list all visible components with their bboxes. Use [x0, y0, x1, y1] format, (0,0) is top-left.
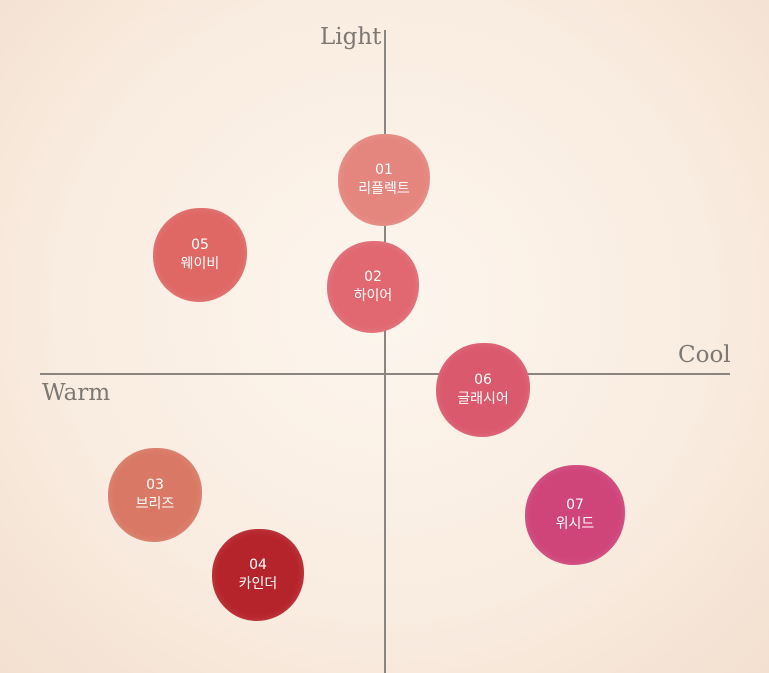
shade-swatch: 02 하이어: [327, 241, 419, 333]
shade-number: 04: [249, 557, 267, 573]
shade-label: 리플렉트: [358, 181, 410, 197]
axis-label-right: Cool: [678, 342, 731, 368]
shade-number: 03: [146, 477, 164, 493]
shade-label: 카인더: [238, 576, 278, 592]
shade-swatch: 06 글래시어: [436, 343, 530, 437]
shade-number: 05: [191, 237, 209, 253]
vertical-axis: [384, 30, 386, 673]
shade-label: 위시드: [555, 516, 595, 532]
axis-label-left: Warm: [42, 380, 111, 406]
shade-label: 웨이비: [180, 256, 220, 272]
shade-swatch: 01 리플렉트: [338, 134, 430, 226]
shade-number: 06: [474, 372, 492, 388]
shade-label: 글래시어: [457, 391, 509, 407]
shade-number: 07: [566, 497, 584, 513]
shade-label: 하이어: [353, 288, 393, 304]
shade-swatch: 05 웨이비: [153, 208, 247, 302]
shade-label: 브리즈: [135, 496, 175, 512]
shade-swatch: 07 위시드: [525, 465, 625, 565]
shade-swatch: 03 브리즈: [108, 448, 202, 542]
axis-label-top: Light: [320, 24, 382, 50]
shade-number: 01: [375, 162, 393, 178]
shade-swatch: 04 카인더: [212, 529, 304, 621]
horizontal-axis: [40, 373, 730, 375]
shade-number: 02: [364, 269, 382, 285]
